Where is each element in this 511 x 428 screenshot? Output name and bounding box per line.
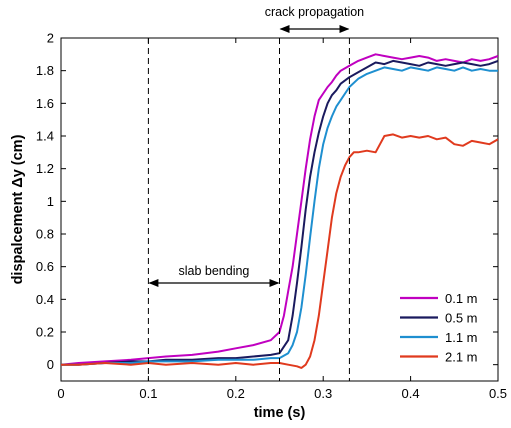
y-tick-label: 0.4: [36, 292, 54, 307]
y-tick-label: 0.2: [36, 325, 54, 340]
y-tick-label: 2: [47, 31, 54, 46]
y-tick-label: 1.8: [36, 63, 54, 78]
x-tick-label: 0.3: [314, 386, 332, 401]
series-line: [61, 59, 498, 366]
y-tick-label: 1.6: [36, 96, 54, 111]
x-tick-label: 0: [57, 386, 64, 401]
x-tick-label: 0.1: [139, 386, 157, 401]
crack-propagation-label: crack propagation: [265, 5, 364, 19]
legend-label: 2.1 m: [445, 350, 478, 365]
y-tick-label: 0.6: [36, 259, 54, 274]
series-line: [61, 66, 498, 366]
series-group: [61, 53, 498, 369]
y-tick-label: 0: [47, 357, 54, 372]
slab-bending-label: slab bending: [178, 264, 249, 278]
x-tick-label: 0.5: [489, 386, 507, 401]
series-line: [61, 53, 498, 366]
legend-label: 0.5 m: [445, 311, 478, 326]
x-tick-label: 0.2: [227, 386, 245, 401]
x-tick-label: 0.4: [402, 386, 420, 401]
y-axis-label: dispalcement Δy (cm): [10, 134, 26, 284]
y-tick-label: 1.4: [36, 129, 54, 144]
y-tick-label: 1.2: [36, 161, 54, 176]
y-tick-label: 1: [47, 194, 54, 209]
legend-label: 1.1 m: [445, 330, 478, 345]
y-tick-label: 0.8: [36, 227, 54, 242]
series-line: [61, 133, 498, 369]
legend-label: 0.1 m: [445, 291, 478, 306]
x-axis-label: time (s): [254, 405, 306, 421]
